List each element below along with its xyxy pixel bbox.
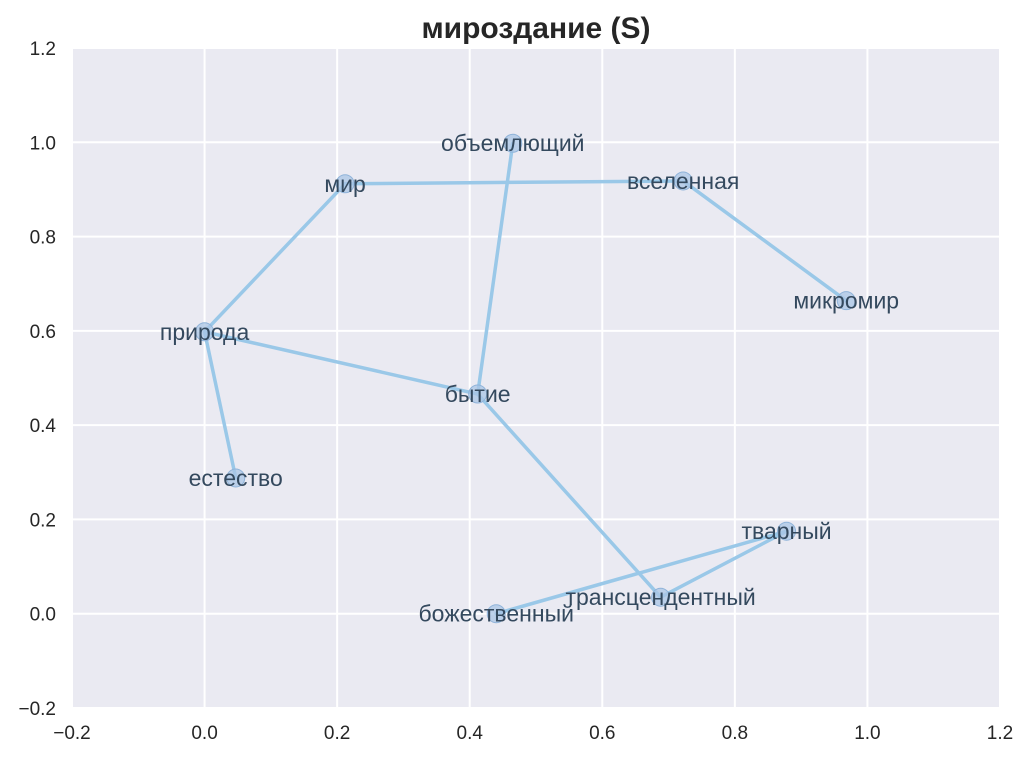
edge [475, 392, 663, 599]
point-label: вселенная [627, 168, 739, 194]
point-marker [673, 171, 693, 191]
x-tick-label: 1.2 [987, 723, 1013, 744]
point-marker [503, 133, 523, 153]
point-marker [486, 604, 506, 624]
y-tick-label: 0.6 [30, 322, 56, 343]
point-label: божественный [419, 601, 574, 627]
markers [195, 133, 856, 624]
x-tick-label: 0.4 [457, 723, 484, 744]
x-axis-ticks: −0.2 0.0 0.2 0.4 0.6 0.8 1.0 1.2 [53, 723, 1013, 744]
x-tick-label: 0.2 [324, 723, 350, 744]
y-axis-ticks: −0.2 0.0 0.2 0.4 0.6 0.8 1.0 1.2 [18, 39, 56, 720]
point-label: объемлющий [441, 130, 584, 156]
y-tick-label: 0.4 [30, 416, 57, 437]
edge [658, 529, 789, 599]
point-marker [195, 322, 215, 342]
point-marker [651, 587, 671, 607]
point-label: природа [160, 319, 250, 345]
point-marker [777, 521, 797, 541]
edge [202, 182, 347, 334]
x-tick-label: −0.2 [53, 723, 91, 744]
y-tick-label: −0.2 [18, 699, 56, 720]
grid [71, 47, 1001, 709]
node-labels: объемлющий мир вселенная микромир природа быт… [160, 130, 899, 626]
point-label: микромир [793, 288, 899, 314]
x-tick-label: 1.0 [854, 723, 880, 744]
edge [343, 179, 685, 186]
y-tick-label: 0.0 [30, 605, 56, 626]
point-marker [226, 468, 246, 488]
chart-title: мироздание (S) [421, 12, 650, 45]
plot-area [72, 48, 1000, 708]
point-marker [468, 384, 488, 404]
point-label: трансцендентный [565, 584, 755, 610]
edge [494, 529, 789, 616]
edge [681, 179, 848, 303]
y-tick-label: 0.8 [30, 228, 56, 249]
x-tick-label: 0.6 [589, 723, 615, 744]
y-tick-label: 1.2 [30, 39, 56, 60]
edge [202, 330, 238, 480]
point-label: тварный [741, 518, 831, 544]
point-label: естество [189, 465, 283, 491]
edges [202, 141, 848, 616]
point-label: мир [324, 171, 365, 197]
point-marker [836, 291, 856, 311]
edge [475, 141, 515, 396]
point-label: бытие [445, 381, 511, 407]
point-marker [335, 174, 355, 194]
y-tick-label: 1.0 [30, 133, 56, 154]
y-tick-label: 0.2 [30, 510, 56, 531]
x-tick-label: 0.0 [191, 723, 217, 744]
x-tick-label: 0.8 [722, 723, 748, 744]
edge [202, 330, 480, 396]
